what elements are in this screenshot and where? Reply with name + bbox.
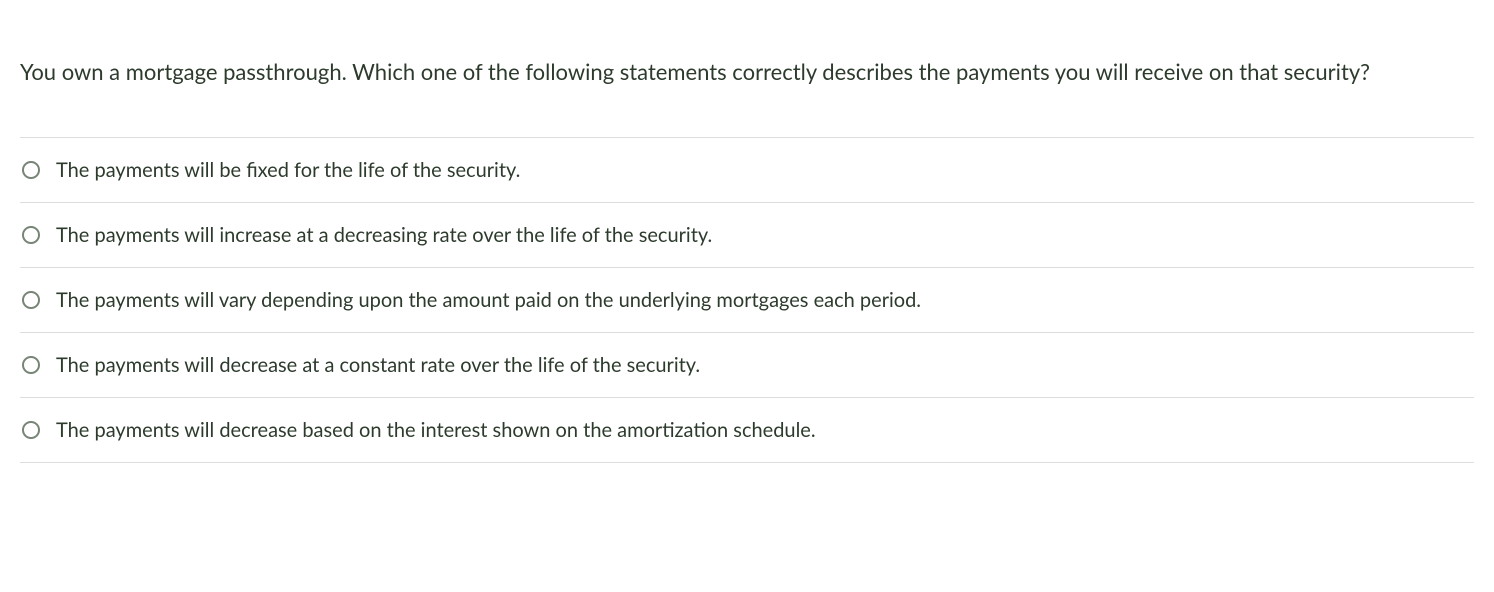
option-label: The payments will vary depending upon th… bbox=[56, 286, 921, 314]
radio-icon[interactable] bbox=[22, 226, 40, 244]
radio-icon[interactable] bbox=[22, 356, 40, 374]
question-text: You own a mortgage passthrough. Which on… bbox=[20, 54, 1474, 89]
option-label: The payments will be fixed for the life … bbox=[56, 156, 520, 184]
radio-icon[interactable] bbox=[22, 161, 40, 179]
option-label: The payments will increase at a decreasi… bbox=[56, 221, 712, 249]
option-label: The payments will decrease based on the … bbox=[56, 416, 816, 444]
option-label: The payments will decrease at a constant… bbox=[56, 351, 700, 379]
options-container: The payments will be fixed for the life … bbox=[20, 137, 1474, 463]
radio-icon[interactable] bbox=[22, 421, 40, 439]
radio-icon[interactable] bbox=[22, 291, 40, 309]
option-row[interactable]: The payments will decrease based on the … bbox=[20, 398, 1474, 463]
option-row[interactable]: The payments will be fixed for the life … bbox=[20, 138, 1474, 203]
option-row[interactable]: The payments will decrease at a constant… bbox=[20, 333, 1474, 398]
option-row[interactable]: The payments will vary depending upon th… bbox=[20, 268, 1474, 333]
option-row[interactable]: The payments will increase at a decreasi… bbox=[20, 203, 1474, 268]
